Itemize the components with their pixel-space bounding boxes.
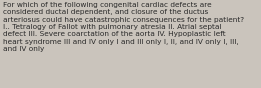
Text: For which of the following congenital cardiac defects are
considered ductal depe: For which of the following congenital ca…: [3, 2, 245, 52]
